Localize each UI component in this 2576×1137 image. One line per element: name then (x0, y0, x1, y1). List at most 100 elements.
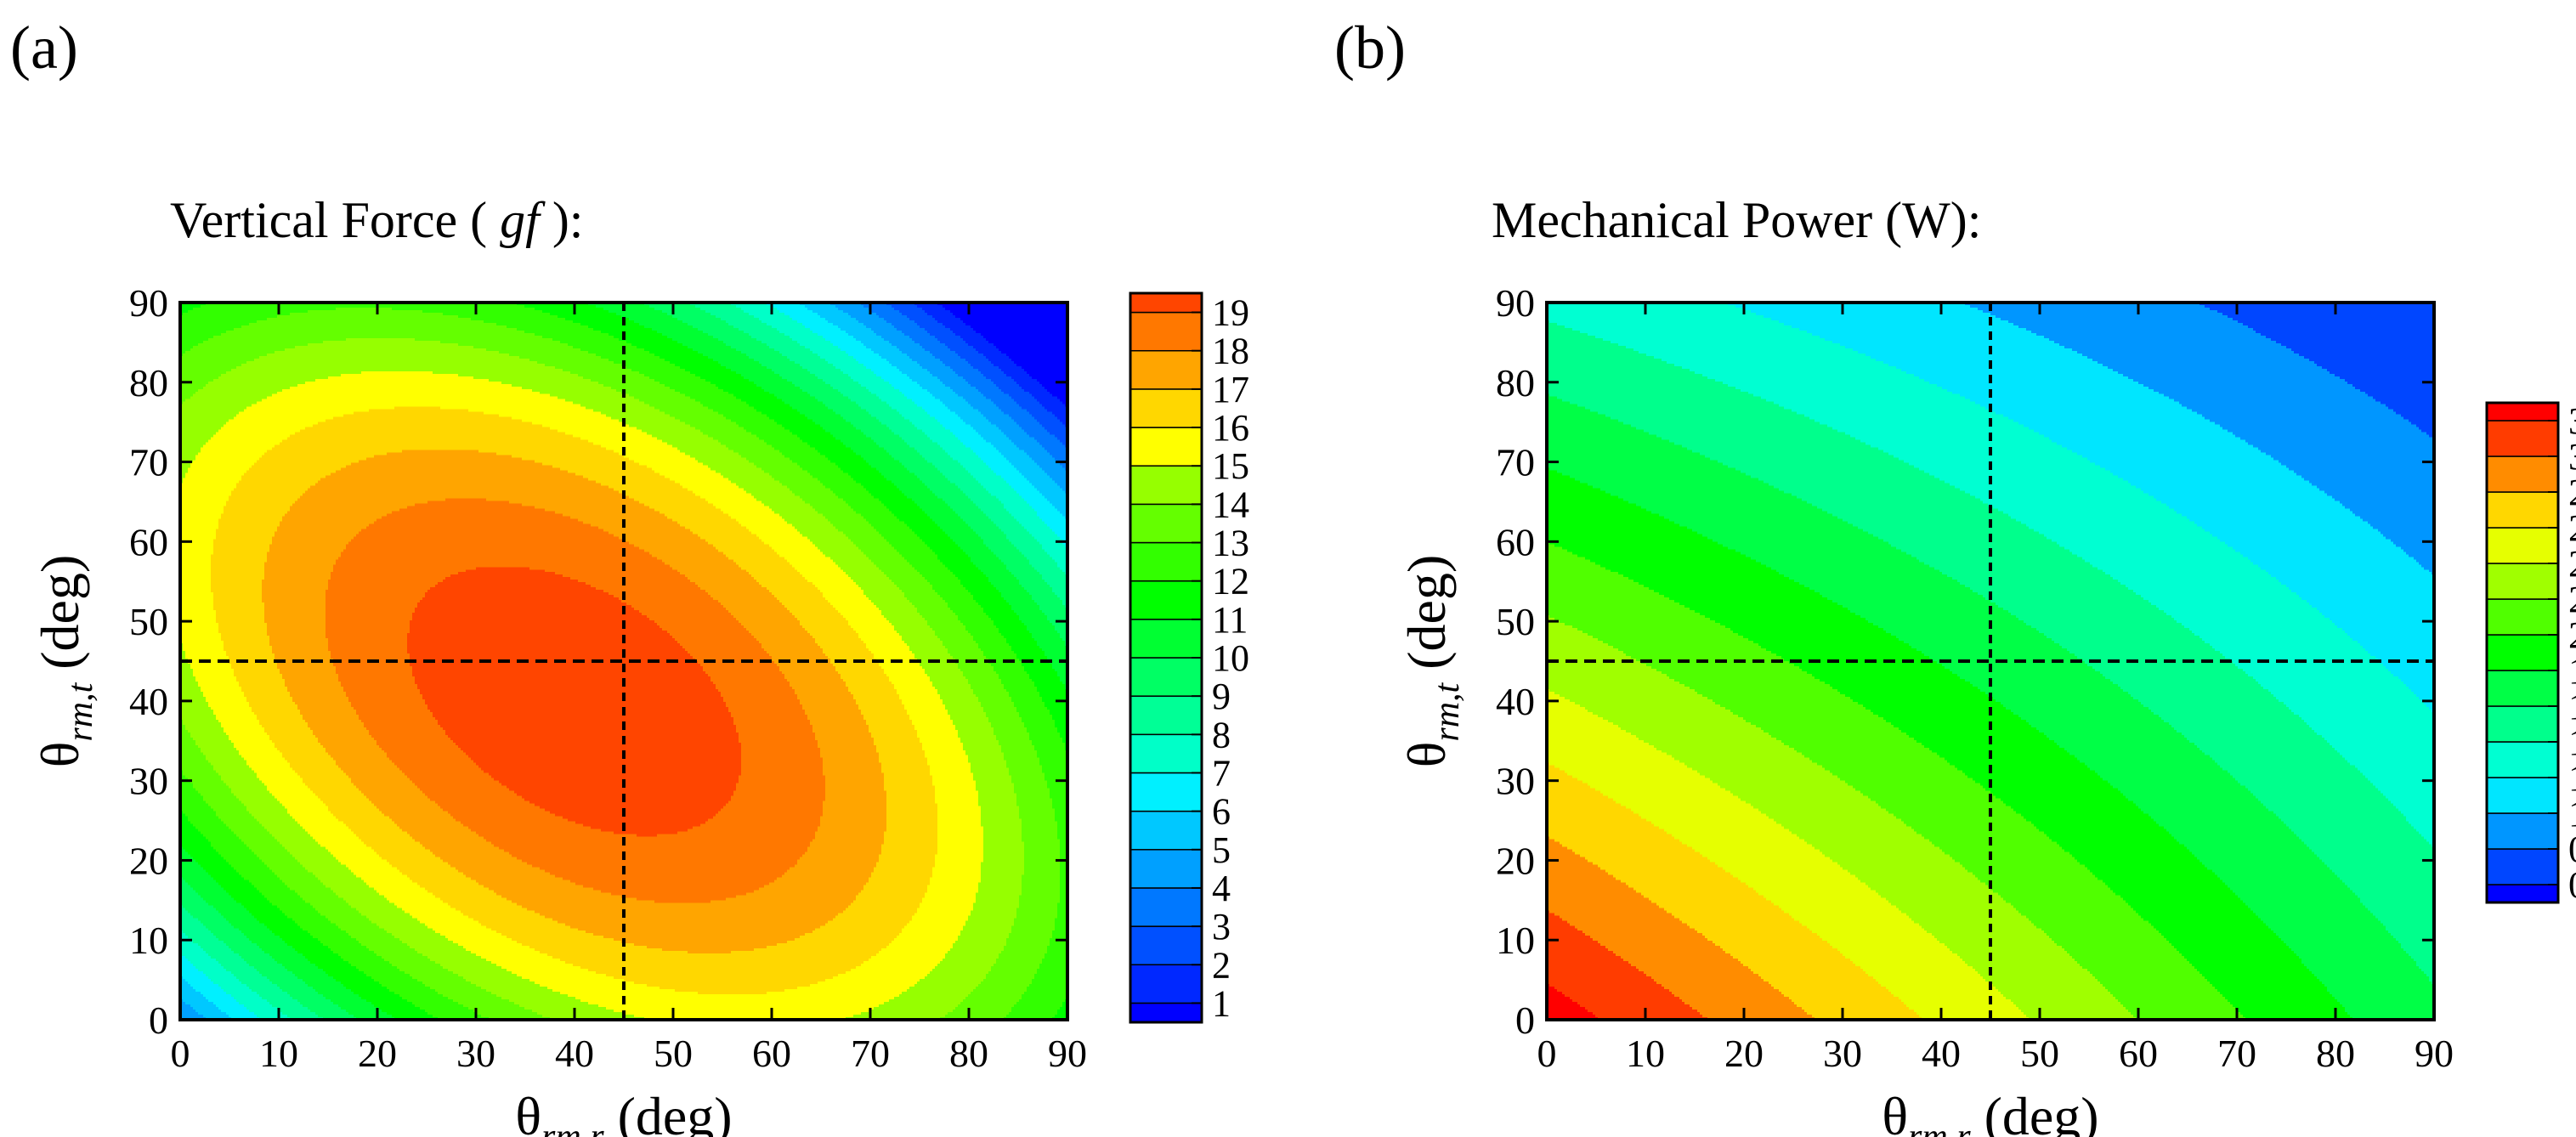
y-tick-label: 0 (1515, 998, 1535, 1042)
colorbar-band (1129, 541, 1203, 582)
x-tick-label: 20 (358, 1032, 397, 1075)
x-tick-label: 90 (2415, 1032, 2454, 1075)
colorbar-label: 12 (1212, 561, 1249, 602)
colorbar-label: 1.6 (2568, 686, 2576, 727)
colorbar-frame-b (2485, 401, 2560, 904)
colorbar-band (2486, 598, 2559, 636)
x-tick-label: 0 (171, 1032, 190, 1075)
colorbar-band (2486, 420, 2559, 457)
colorbar-label: 3 (1212, 906, 1231, 948)
x-axis-label: θrm,r (deg) (515, 1086, 732, 1137)
colorbar-label: 14 (1212, 484, 1249, 525)
y-tick-label: 20 (129, 839, 168, 882)
colorbar-band (1129, 1002, 1203, 1023)
y-tick-label: 30 (129, 760, 168, 803)
x-tick-label: 40 (1922, 1032, 1961, 1075)
panel-a-letter: (a) (10, 14, 78, 82)
colorbar-band (1129, 465, 1203, 506)
colorbar-band (2486, 455, 2559, 493)
colorbar-band (1129, 427, 1203, 467)
colorbar-label: 1.4 (2568, 721, 2576, 763)
y-tick-label: 10 (129, 919, 168, 962)
colorbar-band (2486, 777, 2559, 814)
chart-a-title: Vertical Force ( gf ): (170, 191, 583, 250)
colorbar-label: 7 (1212, 752, 1231, 794)
colorbar-band (1129, 849, 1203, 889)
x-tick-label: 80 (2316, 1032, 2355, 1075)
colorbar-label: 16 (1212, 407, 1249, 449)
x-tick-label: 70 (2217, 1032, 2256, 1075)
colorbar-band (1129, 657, 1203, 697)
x-tick-label: 50 (2020, 1032, 2059, 1075)
colorbar-label: 2.4 (2568, 543, 2576, 585)
x-tick-label: 30 (1823, 1032, 1862, 1075)
colorbar-band (1129, 292, 1203, 314)
colorbar-label: 2 (2568, 614, 2576, 656)
colorbar-band (1129, 925, 1203, 966)
y-axis-label: θrm,t (deg) (1396, 555, 1467, 768)
y-tick-label: 60 (1496, 520, 1535, 563)
colorbar-label: 15 (1212, 445, 1249, 487)
y-tick-label: 70 (1496, 441, 1535, 484)
colorbar-label: 3.2 (2568, 400, 2576, 442)
colorbar-band (2486, 741, 2559, 778)
chart-a-title-prefix: Vertical Force ( (170, 192, 501, 248)
colorbar-label: 9 (1212, 676, 1231, 717)
colorbar-label: 1.2 (2568, 757, 2576, 799)
colorbar-band (1129, 695, 1203, 736)
colorbar-label: 13 (1212, 523, 1249, 564)
colorbar-band (1129, 887, 1203, 927)
colorbar-label: 1.8 (2568, 650, 2576, 692)
colorbar-band (2486, 527, 2559, 564)
x-tick-label: 60 (2119, 1032, 2158, 1075)
x-tick-label: 40 (555, 1032, 594, 1075)
colorbar-label: 4 (1212, 868, 1231, 909)
colorbar-label: 2.2 (2568, 579, 2576, 620)
colorbar-band (2486, 848, 2559, 885)
x-tick-label: 90 (1048, 1032, 1087, 1075)
colorbar-label: 19 (1212, 292, 1249, 334)
x-tick-label: 30 (456, 1032, 495, 1075)
colorbar-label: 5 (1212, 829, 1231, 871)
y-tick-label: 50 (1496, 600, 1535, 643)
y-tick-label: 70 (129, 441, 168, 484)
colorbar-band (1129, 311, 1203, 352)
colorbar-band (2486, 812, 2559, 850)
colorbar-band (2486, 884, 2559, 903)
colorbar-label: 3 (2568, 436, 2576, 478)
x-axis-label: θrm,r (deg) (1882, 1086, 2098, 1137)
y-tick-label: 20 (1496, 839, 1535, 882)
colorbar-band (1129, 964, 1203, 1004)
x-tick-label: 70 (851, 1032, 890, 1075)
y-tick-label: 90 (1496, 281, 1535, 325)
x-tick-label: 50 (654, 1032, 693, 1075)
colorbar-label: 0.6 (2568, 864, 2576, 906)
colorbar-label: 2.6 (2568, 507, 2576, 549)
colorbar-label: 17 (1212, 369, 1249, 410)
y-tick-label: 30 (1496, 760, 1535, 803)
panel-b-letter: (b) (1334, 14, 1406, 82)
y-axis-label: θrm,t (deg) (30, 555, 100, 768)
y-tick-label: 80 (129, 361, 168, 404)
colorbar-band (2486, 402, 2559, 421)
colorbar-label: 18 (1212, 331, 1249, 372)
plot-frame-a (178, 301, 1069, 1021)
y-tick-label: 40 (129, 680, 168, 723)
y-tick-label: 0 (149, 998, 168, 1042)
colorbar-band (2486, 491, 2559, 529)
chart-a-title-suffix: ): (539, 192, 584, 248)
colorbar-band (1129, 503, 1203, 544)
colorbar-band (2486, 563, 2559, 600)
plot-frame-b (1545, 301, 2436, 1021)
colorbar-band (1129, 619, 1203, 659)
colorbar-band (2486, 634, 2559, 671)
colorbar-label: 11 (1212, 599, 1248, 641)
colorbar-label: 8 (1212, 714, 1231, 755)
y-tick-label: 90 (129, 281, 168, 325)
colorbar-band (1129, 810, 1203, 851)
colorbar-label: 10 (1212, 637, 1249, 679)
y-tick-label: 10 (1496, 919, 1535, 962)
colorbar-label: 2.8 (2568, 472, 2576, 513)
y-tick-label: 80 (1496, 361, 1535, 404)
